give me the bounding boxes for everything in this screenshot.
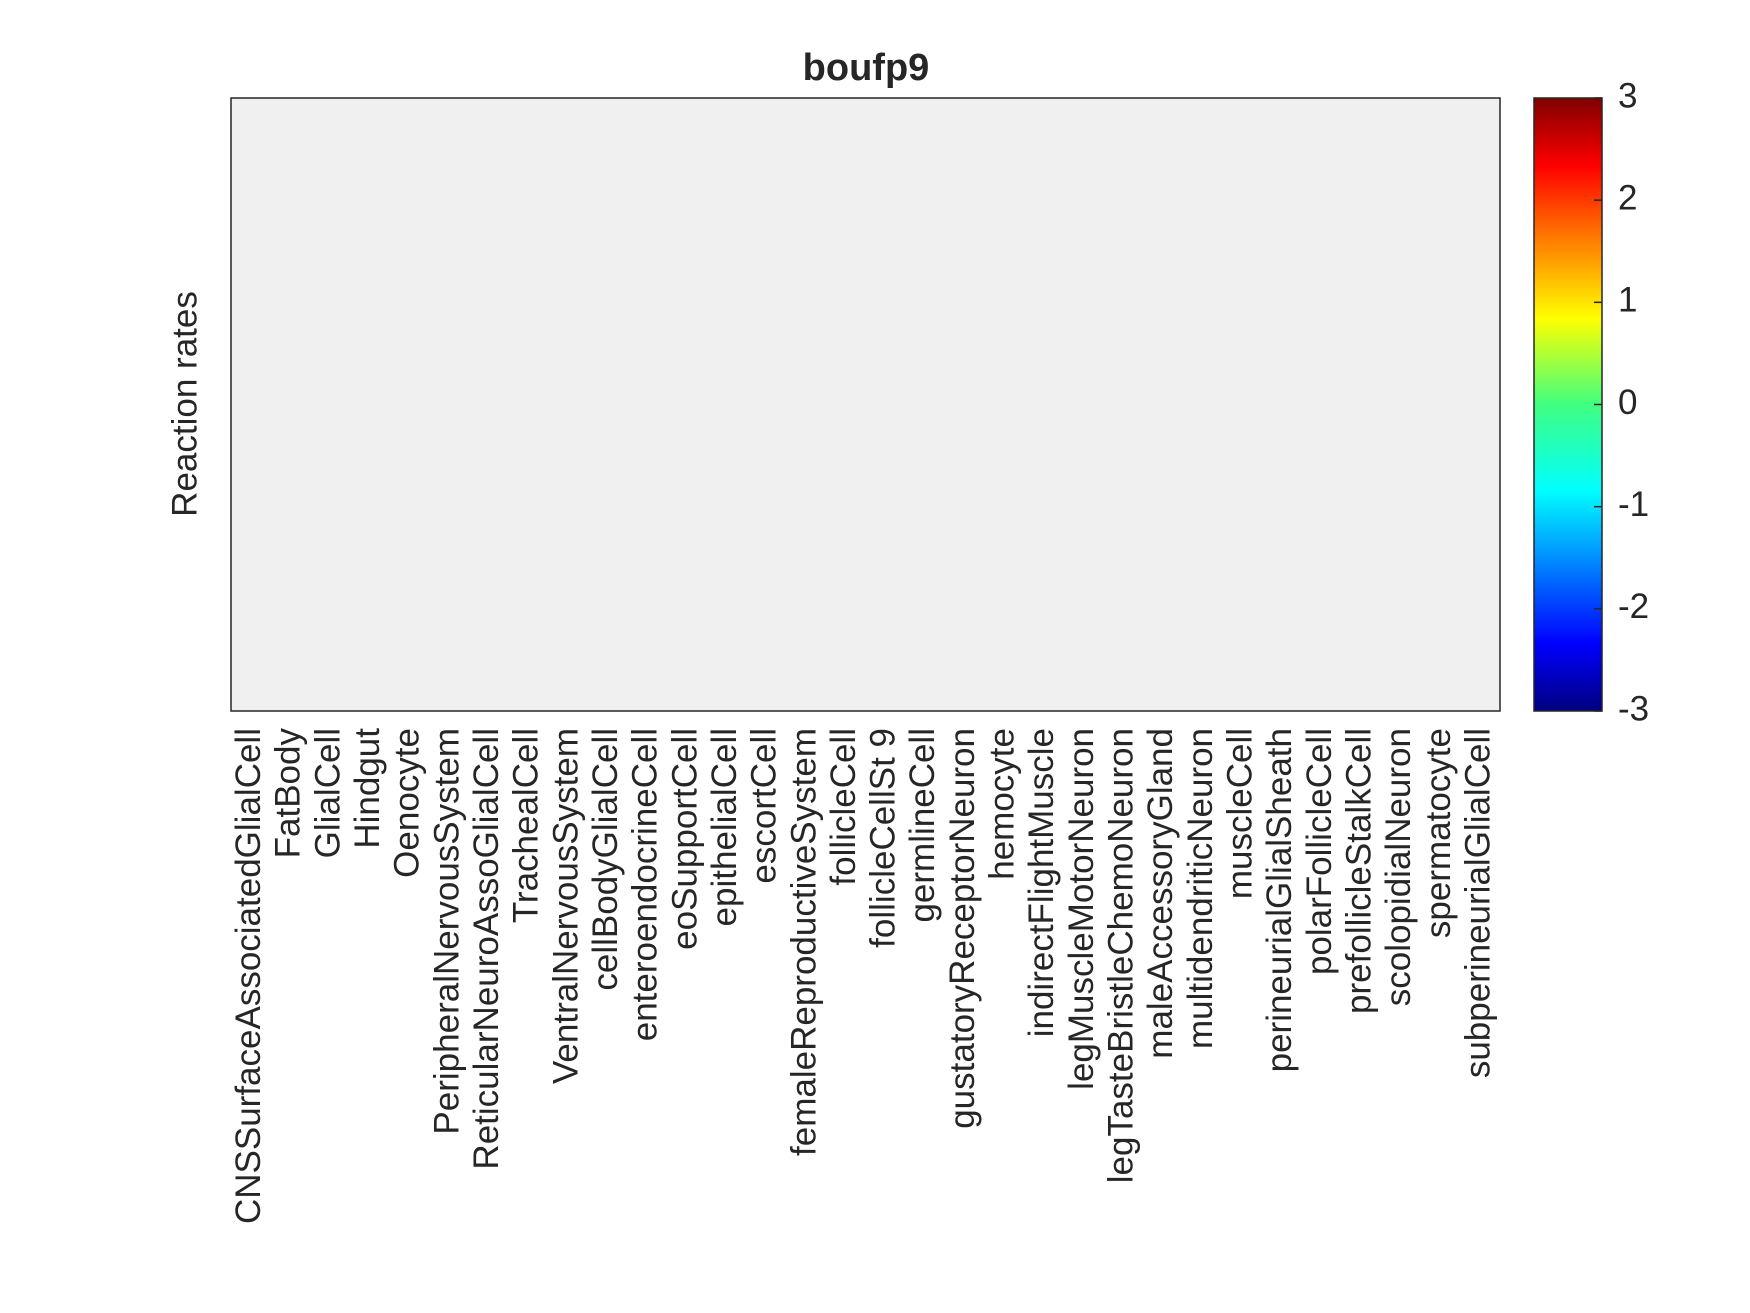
x-tick-label: perineurialGlialSheath bbox=[1260, 728, 1299, 1072]
x-tick-label: multidendriticNeuron bbox=[1181, 728, 1220, 1049]
x-tick-label: legTasteBristleChemoNeuron bbox=[1102, 728, 1141, 1183]
x-tick-label: legMuscleMotorNeuron bbox=[1062, 728, 1101, 1090]
plot-area bbox=[230, 97, 1501, 712]
x-tick-label: epithelialCell bbox=[705, 728, 744, 926]
colorbar-tick-label: -2 bbox=[1618, 587, 1649, 626]
colorbar bbox=[1533, 97, 1603, 712]
x-tick-label: subperineurialGlialCell bbox=[1458, 728, 1497, 1078]
x-tick-label: hemocyte bbox=[983, 728, 1022, 880]
y-axis-label: Reaction rates bbox=[165, 291, 204, 517]
x-tick-label: Hindgut bbox=[348, 728, 387, 849]
x-tick-label: germlineCell bbox=[903, 728, 942, 923]
x-tick-label: ReticularNeuroAssoGlialCell bbox=[467, 728, 506, 1170]
x-tick-label: spermatocyte bbox=[1419, 728, 1458, 938]
x-tick-label: Oenocyte bbox=[388, 728, 427, 878]
chart-title: boufp9 bbox=[803, 47, 930, 89]
colorbar-tick-label: -3 bbox=[1618, 689, 1649, 728]
x-tick-label: PeripheralNervousSystem bbox=[427, 728, 466, 1135]
x-tick-label: TrachealCell bbox=[507, 728, 546, 923]
x-tick-label: gustatoryReceptorNeuron bbox=[943, 728, 982, 1129]
x-tick-label: follicleCell bbox=[824, 728, 863, 886]
x-tick-label: maleAccessoryGland bbox=[1141, 728, 1180, 1059]
x-tick-label: indirectFlightMuscle bbox=[1022, 728, 1061, 1037]
x-tick-label: VentralNervousSystem bbox=[546, 728, 585, 1084]
colorbar-tick-label: 0 bbox=[1618, 383, 1637, 422]
x-tick-label: enteroendocrineCell bbox=[626, 728, 665, 1041]
colorbar-tick-label: 2 bbox=[1618, 178, 1637, 217]
x-tick-label: eoSupportCell bbox=[665, 728, 704, 950]
x-tick-label: escortCell bbox=[745, 728, 784, 884]
x-tick-label: prefollicleStalkCell bbox=[1339, 728, 1378, 1014]
x-tick-label: cellBodyGlialCell bbox=[586, 728, 625, 991]
x-tick-label: GlialCell bbox=[308, 728, 347, 858]
x-tick-label: muscleCell bbox=[1220, 728, 1259, 899]
colorbar-tick-label: 1 bbox=[1618, 281, 1637, 320]
colorbar-tick-label: -1 bbox=[1618, 485, 1649, 524]
x-tick-label: follicleCellSt 9 bbox=[864, 728, 903, 948]
x-tick-label: scolopidialNeuron bbox=[1379, 728, 1418, 1006]
colorbar-tick-label: 3 bbox=[1618, 76, 1637, 115]
x-tick-label: CNSSurfaceAssociatedGlialCell bbox=[229, 728, 268, 1224]
x-tick-label: polarFollicleCell bbox=[1300, 728, 1339, 975]
x-tick-label: femaleReproductiveSystem bbox=[784, 728, 823, 1156]
x-tick-label: FatBody bbox=[269, 728, 308, 859]
